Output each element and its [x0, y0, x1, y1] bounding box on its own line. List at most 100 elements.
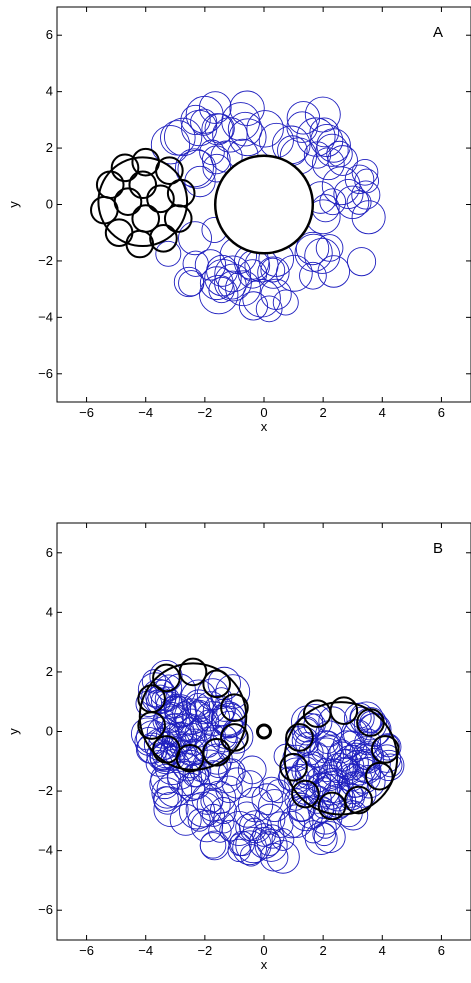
agent-circle	[113, 187, 143, 216]
y-tick-label: −6	[38, 902, 53, 917]
x-tick-label: −6	[79, 943, 94, 958]
y-tick-label: 4	[46, 604, 53, 619]
swarm-circle	[155, 674, 183, 702]
x-tick-label: 2	[320, 943, 327, 958]
y-tick-label: 6	[46, 545, 53, 560]
panel-label: B	[433, 540, 443, 557]
swarm-circle	[354, 168, 380, 194]
agent-circle	[163, 204, 193, 233]
x-tick-label: 0	[260, 405, 267, 420]
y-tick-label: 4	[46, 84, 53, 99]
swarm-circle	[246, 110, 284, 148]
swarm-circle	[313, 821, 346, 854]
agent-circle	[146, 184, 175, 214]
swarm-circle	[200, 789, 224, 813]
x-tick-label: −6	[79, 405, 94, 420]
cluster-outline	[97, 156, 189, 248]
swarm-circle	[344, 164, 375, 195]
swarm-circle	[257, 256, 290, 289]
swarm-circle	[232, 830, 268, 866]
swarm-circle	[175, 148, 214, 188]
swarm-circle	[229, 90, 265, 126]
swarm-circle	[155, 723, 180, 748]
x-tick-label: −2	[197, 943, 212, 958]
swarm-circle	[374, 733, 402, 761]
swarm-circle	[227, 111, 263, 147]
x-tick-label: 2	[320, 405, 327, 420]
swarm-circle	[315, 133, 349, 167]
agent-circle	[220, 693, 249, 722]
swarm-circle	[145, 750, 173, 777]
y-tick-label: −6	[38, 366, 53, 381]
agent-circle	[344, 785, 373, 815]
swarm-circle	[217, 735, 246, 764]
swarm-circle	[190, 108, 218, 136]
agent-circle	[329, 696, 359, 725]
agent-circle	[178, 657, 208, 687]
swarm-circle	[345, 757, 381, 794]
swarm-circle	[329, 748, 365, 785]
agent-circle	[155, 156, 184, 185]
x-tick-label: −4	[138, 405, 153, 420]
center-obstacle	[255, 723, 273, 740]
y-tick-label: 2	[46, 664, 53, 679]
y-tick-label: 0	[46, 197, 53, 212]
swarm-circle	[201, 113, 234, 146]
swarm-circle	[319, 188, 347, 216]
swarm-circle	[378, 753, 403, 778]
swarm-circle	[130, 717, 164, 751]
swarm-circle	[251, 783, 284, 816]
swarm-circle	[169, 803, 202, 836]
agent-circle	[279, 752, 308, 782]
swarm-circle	[254, 828, 288, 862]
swarm-circle	[266, 840, 300, 874]
swarm-circle	[315, 234, 344, 262]
swarm-circle	[180, 722, 206, 749]
swarm-circle	[323, 752, 354, 784]
swarm-circle	[228, 833, 252, 857]
swarm-circle	[221, 767, 253, 799]
swarm-circle	[329, 739, 354, 764]
swarm-circle	[215, 674, 251, 710]
y-tick-label: 6	[46, 27, 53, 42]
agent-circle	[202, 738, 231, 767]
swarm-circle	[198, 760, 228, 790]
panel-B: −6 −4 −2 0 2 4 6 −6 −4 −2 0 2 4 6 x y B	[6, 522, 471, 972]
x-tick-label: 4	[379, 943, 386, 958]
swarm-circle	[217, 270, 247, 300]
y-tick-label: 2	[46, 140, 53, 155]
cluster-outline	[138, 662, 248, 771]
swarm-circle	[187, 808, 211, 832]
swarm-circle	[163, 117, 203, 157]
x-axis-label: x	[261, 419, 268, 434]
swarm-circle	[373, 749, 405, 781]
swarm-circle	[178, 793, 216, 830]
swarm-circle	[311, 194, 340, 223]
swarm-circle	[178, 221, 212, 256]
agent-circle	[110, 153, 140, 183]
swarm-circle	[339, 742, 374, 777]
swarm-circle	[286, 111, 318, 143]
swarm-circle	[271, 828, 295, 851]
swarm-circle	[150, 125, 191, 165]
swarm-circle	[326, 741, 357, 772]
swarm-circle	[299, 261, 327, 290]
agent-circle	[90, 195, 119, 225]
swarm-circles	[150, 90, 386, 323]
swarm-circle	[258, 776, 285, 803]
x-tick-label: 4	[379, 405, 386, 420]
swarm-circle	[225, 270, 261, 307]
swarm-circle	[318, 706, 348, 736]
swarm-circle	[295, 231, 330, 266]
swarm-circle	[333, 745, 369, 781]
agent-circle	[317, 791, 347, 821]
x-tick-label: −4	[138, 943, 153, 958]
swarm-circle	[347, 247, 377, 277]
swarm-circle	[194, 249, 227, 281]
swarm-circle	[152, 786, 179, 812]
agent-circle	[149, 224, 178, 253]
swarm-circle	[151, 777, 183, 809]
swarm-circle	[182, 250, 209, 277]
swarm-circle	[182, 701, 214, 733]
